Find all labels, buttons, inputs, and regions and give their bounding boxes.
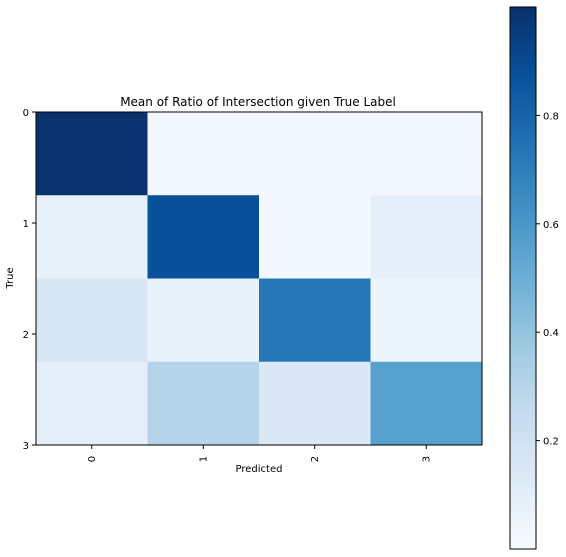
y-axis-ticks: 0 1 2 3	[23, 108, 36, 452]
heatmap-cell-r2-c1	[147, 278, 260, 363]
heatmap-cell-r3-c0	[36, 361, 148, 446]
heatmap-cell-r1-c0	[36, 195, 148, 279]
plot-frame	[35, 111, 483, 446]
chart-title: Mean of Ratio of Intersection given True…	[120, 95, 396, 109]
y-tick-label-3: 3	[23, 441, 29, 452]
heatmap-cell-r0-c3	[370, 112, 483, 196]
heatmap-cell-r2-c3	[370, 278, 483, 363]
heatmap-cell-r0-c0	[36, 112, 148, 196]
x-tick-label-3: 3	[421, 456, 432, 462]
colorbar-tick-label-0: 0.2	[543, 437, 559, 448]
colorbar-tick-label-3: 0.8	[543, 111, 559, 122]
x-tick-label-2: 2	[310, 456, 321, 462]
x-tick-label-0: 0	[87, 456, 98, 462]
heatmap-cells	[36, 112, 483, 446]
y-tick-label-0: 0	[23, 108, 29, 119]
y-tick-label-2: 2	[23, 330, 29, 341]
heatmap-cell-r0-c2	[259, 112, 371, 196]
colorbar	[509, 6, 537, 550]
heatmap-cell-r0-c1	[147, 112, 260, 196]
colorbar-tick-label-2: 0.6	[543, 220, 559, 231]
heatmap-cell-r3-c1	[147, 361, 260, 446]
heatmap-cell-r1-c1	[147, 195, 260, 279]
heatmap-cell-r3-c2	[259, 361, 371, 446]
y-axis-label: True	[5, 267, 16, 289]
heatmap-cell-r1-c2	[259, 195, 371, 279]
x-tick-label-1: 1	[198, 456, 209, 462]
colorbar-tick-label-1: 0.4	[543, 328, 559, 339]
colorbar-ticks: 0.2 0.4 0.6 0.8	[536, 111, 559, 448]
x-axis-ticks: 0 1 2 3	[87, 445, 432, 462]
heatmap-cell-r1-c3	[370, 195, 483, 279]
y-tick-label-1: 1	[23, 219, 29, 230]
heatmap-cell-r3-c3	[370, 361, 483, 446]
x-axis-label: Predicted	[236, 464, 283, 475]
heatmap-cell-r2-c0	[36, 278, 148, 363]
heatmap-cell-r2-c2	[259, 278, 371, 363]
